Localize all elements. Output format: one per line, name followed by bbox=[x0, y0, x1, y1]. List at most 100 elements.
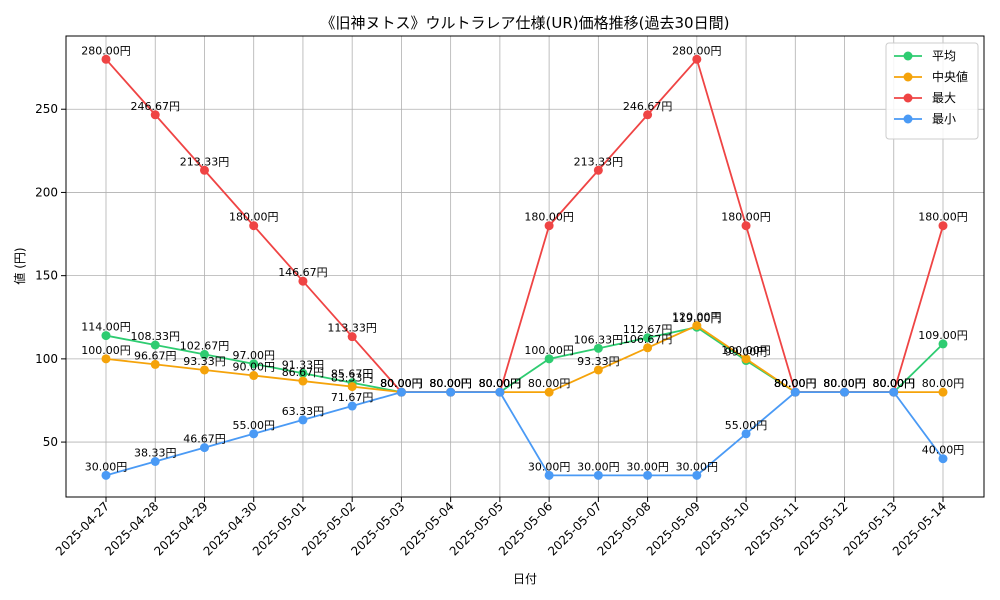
data-label: 80.00円 bbox=[823, 377, 866, 390]
data-point bbox=[938, 221, 948, 231]
data-label: 100.00円 bbox=[81, 344, 131, 357]
x-axis-label: 日付 bbox=[513, 572, 537, 586]
legend-label: 最小 bbox=[932, 112, 956, 126]
data-point bbox=[101, 331, 111, 341]
data-label: 80.00円 bbox=[380, 377, 423, 390]
data-label: 80.00円 bbox=[380, 377, 423, 390]
data-label: 106.67円 bbox=[623, 333, 673, 346]
data-point bbox=[840, 387, 850, 397]
data-label: 80.00円 bbox=[479, 377, 522, 390]
data-point bbox=[544, 387, 554, 397]
legend-item: 最小 bbox=[894, 112, 956, 126]
grid bbox=[66, 36, 984, 497]
data-label: 80.00円 bbox=[873, 377, 916, 390]
data-point bbox=[347, 401, 357, 411]
data-label: 80.00円 bbox=[873, 377, 916, 390]
legend-item: 平均 bbox=[894, 49, 956, 63]
data-label: 46.67円 bbox=[183, 433, 226, 446]
legend-marker bbox=[903, 51, 913, 61]
data-label: 80.00円 bbox=[429, 377, 472, 390]
legend-item: 最大 bbox=[894, 91, 956, 105]
data-label: 55.00円 bbox=[725, 419, 768, 432]
y-axis-label: 値 (円) bbox=[12, 247, 27, 284]
data-label: 80.00円 bbox=[823, 377, 866, 390]
data-label: 180.00円 bbox=[524, 211, 574, 224]
series-1 bbox=[101, 322, 948, 397]
data-label: 80.00円 bbox=[429, 377, 472, 390]
data-label: 280.00円 bbox=[81, 44, 131, 57]
series-layer bbox=[101, 54, 948, 480]
data-point bbox=[692, 54, 702, 64]
series-4 bbox=[101, 387, 948, 480]
data-label: 93.33円 bbox=[577, 355, 620, 368]
legend-label: 最大 bbox=[932, 91, 956, 105]
data-point bbox=[199, 443, 209, 453]
data-label: 80.00円 bbox=[429, 377, 472, 390]
data-label: 280.00円 bbox=[672, 44, 722, 57]
data-label: 63.33円 bbox=[282, 405, 325, 418]
data-label: 80.00円 bbox=[380, 377, 423, 390]
data-label: 55.00円 bbox=[232, 419, 275, 432]
data-labels: 114.00円108.33円102.67円97.00円91.33円85.67円8… bbox=[81, 44, 968, 473]
data-point bbox=[347, 332, 357, 342]
data-label: 85.67円 bbox=[331, 368, 374, 381]
legend-item: 中央値 bbox=[894, 69, 968, 84]
data-label: 100.00円 bbox=[524, 344, 574, 357]
legend-marker bbox=[903, 72, 913, 82]
data-label: 91.33円 bbox=[282, 358, 325, 371]
data-point bbox=[249, 221, 259, 231]
data-label: 80.00円 bbox=[479, 377, 522, 390]
data-point bbox=[938, 387, 948, 397]
data-point bbox=[643, 333, 653, 343]
data-label: 97.00円 bbox=[232, 349, 275, 362]
data-label: 120.00円 bbox=[672, 311, 722, 324]
data-label: 30.00円 bbox=[528, 460, 571, 473]
data-point bbox=[199, 349, 209, 359]
data-label: 86.67円 bbox=[282, 366, 325, 379]
data-label: 80.00円 bbox=[774, 377, 817, 390]
legend-marker bbox=[903, 114, 913, 124]
legend-label: 中央値 bbox=[932, 69, 968, 84]
data-label: 80.00円 bbox=[873, 377, 916, 390]
data-point bbox=[396, 387, 406, 397]
data-point bbox=[643, 343, 653, 353]
data-label: 246.67円 bbox=[130, 100, 180, 113]
data-label: 99.00円 bbox=[725, 346, 768, 359]
data-label: 146.67円 bbox=[278, 266, 328, 279]
data-point bbox=[593, 470, 603, 480]
data-label: 114.00円 bbox=[81, 321, 131, 334]
data-point bbox=[101, 354, 111, 364]
data-label: 80.00円 bbox=[922, 377, 965, 390]
data-point bbox=[741, 429, 751, 439]
data-point bbox=[692, 321, 702, 331]
data-point bbox=[544, 354, 554, 364]
data-point bbox=[593, 165, 603, 175]
data-point bbox=[593, 365, 603, 375]
data-label: 80.00円 bbox=[774, 377, 817, 390]
data-label: 30.00円 bbox=[85, 460, 128, 473]
data-point bbox=[298, 368, 308, 378]
data-point bbox=[298, 276, 308, 286]
data-point bbox=[446, 387, 456, 397]
y-tick-label: 100 bbox=[35, 352, 58, 366]
data-label: 80.00円 bbox=[823, 377, 866, 390]
data-point bbox=[938, 454, 948, 464]
data-label: 80.00円 bbox=[380, 377, 423, 390]
data-label: 30.00円 bbox=[626, 460, 669, 473]
data-label: 80.00円 bbox=[873, 377, 916, 390]
legend-marker bbox=[903, 93, 913, 103]
data-point bbox=[249, 359, 259, 369]
data-point bbox=[741, 354, 751, 364]
y-tick-label: 200 bbox=[35, 185, 58, 199]
data-label: 180.00円 bbox=[918, 211, 968, 224]
data-point bbox=[298, 415, 308, 425]
data-point bbox=[495, 387, 505, 397]
data-point bbox=[347, 382, 357, 392]
data-label: 213.33円 bbox=[180, 155, 230, 168]
data-label: 80.00円 bbox=[479, 377, 522, 390]
data-point bbox=[643, 470, 653, 480]
data-label: 246.67円 bbox=[623, 100, 673, 113]
data-label: 83.33円 bbox=[331, 372, 374, 385]
data-point bbox=[150, 340, 160, 350]
